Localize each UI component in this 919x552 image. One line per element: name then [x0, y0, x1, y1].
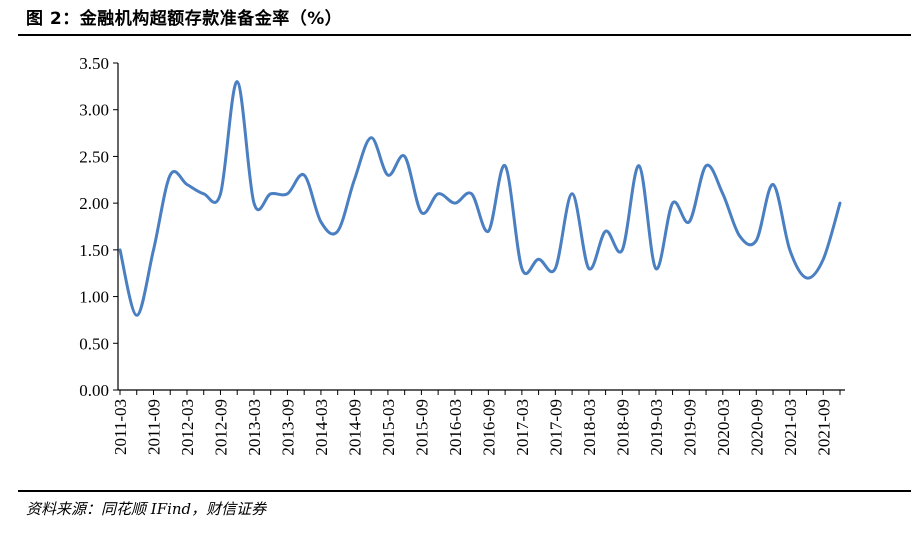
- data-point: [403, 155, 406, 158]
- data-point: [738, 234, 741, 237]
- x-tick-label: 2016-09: [479, 399, 498, 456]
- x-tick-label: 2016-03: [446, 399, 465, 456]
- data-point: [236, 80, 239, 83]
- data-point: [487, 230, 490, 233]
- x-tick-label: 2014-03: [312, 399, 331, 456]
- data-point: [202, 192, 205, 195]
- data-point: [604, 230, 607, 233]
- data-point: [587, 267, 590, 270]
- data-point: [152, 248, 155, 251]
- x-tick-label: 2017-09: [546, 399, 565, 456]
- y-tick-label: 2.00: [79, 194, 109, 213]
- x-tick-label: 2011-03: [111, 399, 130, 455]
- data-point: [319, 220, 322, 223]
- data-point: [386, 174, 389, 177]
- x-tick-label: 2012-03: [178, 399, 197, 456]
- x-tick-label: 2020-03: [714, 399, 733, 456]
- data-point: [504, 164, 507, 167]
- data-point: [470, 192, 473, 195]
- x-tick-label: 2020-09: [747, 399, 766, 456]
- data-point: [554, 267, 557, 270]
- y-tick-label: 2.50: [79, 147, 109, 166]
- y-tick-label: 3.50: [79, 54, 109, 73]
- data-point: [269, 192, 272, 195]
- data-point: [705, 164, 708, 167]
- data-point: [437, 192, 440, 195]
- x-tick-label: 2021-09: [814, 399, 833, 456]
- data-point: [822, 258, 825, 261]
- x-axis: 2011-03 2011-09 2012-03 2012-09 2013-03 2013-…: [111, 389, 845, 456]
- data-point: [219, 192, 222, 195]
- x-tick-label: 2014-09: [345, 399, 364, 456]
- x-tick-label: 2015-09: [412, 399, 431, 456]
- data-point: [135, 314, 138, 317]
- series-layer: [118, 80, 842, 317]
- x-tick-label: 2018-09: [613, 399, 632, 456]
- y-tick-label: 3.00: [79, 101, 109, 120]
- figure-title: 图 2：金融机构超额存款准备金率（%）: [26, 9, 343, 29]
- x-tick-label: 2013-09: [278, 399, 297, 456]
- data-point: [420, 211, 423, 214]
- data-point: [185, 183, 188, 186]
- data-point: [453, 202, 456, 205]
- x-tick-label: 2018-03: [580, 399, 599, 456]
- x-tick-label: 2021-03: [781, 399, 800, 456]
- data-point: [621, 248, 624, 251]
- data-point: [772, 183, 775, 186]
- x-tick-label: 2011-09: [144, 399, 163, 455]
- data-point: [353, 178, 356, 181]
- data-point: [805, 276, 808, 279]
- data-point: [755, 239, 758, 242]
- data-point: [286, 192, 289, 195]
- y-axis: 0.00 0.50 1.00 1.50 2.00 2.50 3.00 3.50: [79, 54, 119, 400]
- data-point: [370, 136, 373, 139]
- x-tick-label: 2015-03: [379, 399, 398, 456]
- data-point: [169, 174, 172, 177]
- data-point: [571, 192, 574, 195]
- data-point: [839, 202, 842, 205]
- data-point: [688, 220, 691, 223]
- x-tick-label: 2012-09: [211, 399, 230, 456]
- source-note: 资料来源：同花顺 IFind，财信证券: [26, 500, 267, 518]
- y-tick-label: 1.50: [79, 241, 109, 260]
- y-tick-label: 0.50: [79, 334, 109, 353]
- data-point: [638, 164, 641, 167]
- data-point: [252, 202, 255, 205]
- data-point: [119, 248, 122, 251]
- data-point: [537, 258, 540, 261]
- y-tick-label: 0.00: [79, 381, 109, 400]
- data-point: [336, 230, 339, 233]
- data-point: [671, 202, 674, 205]
- data-point: [520, 267, 523, 270]
- y-tick-label: 1.00: [79, 288, 109, 307]
- x-tick-label: 2019-09: [680, 399, 699, 456]
- data-point: [721, 192, 724, 195]
- x-tick-label: 2017-03: [513, 399, 532, 456]
- top-rule: [18, 34, 911, 36]
- data-point: [303, 174, 306, 177]
- data-point: [788, 248, 791, 251]
- x-tick-label: 2013-03: [245, 399, 264, 456]
- x-tick-label: 2019-03: [647, 399, 666, 456]
- series-line: [118, 80, 842, 317]
- data-point: [654, 267, 657, 270]
- bottom-rule: [18, 490, 911, 492]
